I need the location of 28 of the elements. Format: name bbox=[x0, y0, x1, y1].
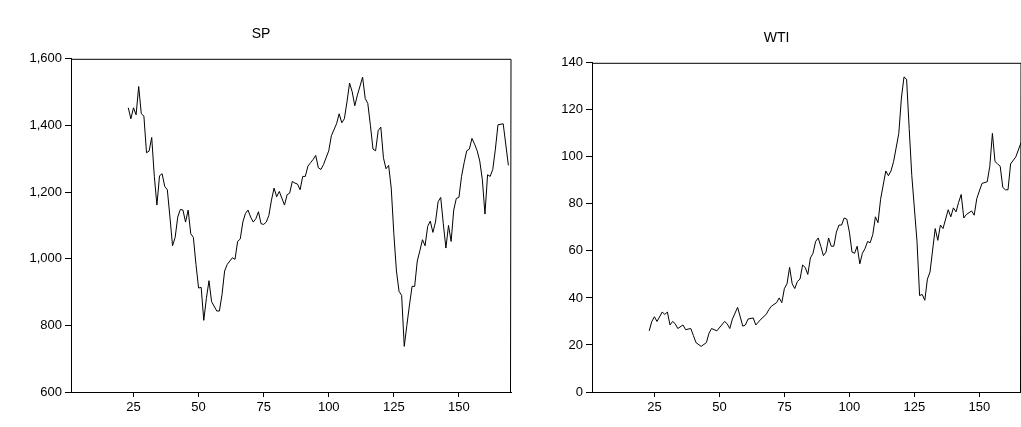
y-tick-label: 1,200 bbox=[29, 183, 62, 199]
y-tick-label: 0 bbox=[575, 383, 583, 399]
y-tick-label: 40 bbox=[568, 289, 583, 305]
y-tick-label: 600 bbox=[40, 383, 62, 399]
y-tick-label: 1,000 bbox=[29, 250, 62, 266]
x-tick-label: 50 bbox=[712, 399, 727, 415]
y-tick-label: 20 bbox=[568, 336, 583, 352]
y-tick-label: 140 bbox=[561, 54, 583, 70]
x-tick-label: 25 bbox=[647, 399, 662, 415]
y-tick-label: 800 bbox=[40, 316, 62, 332]
y-tick-label: 60 bbox=[568, 242, 583, 258]
chart-title: WTI bbox=[763, 29, 790, 46]
y-tick-label: 100 bbox=[561, 148, 583, 164]
x-tick-label: 75 bbox=[777, 399, 792, 415]
x-tick-label: 25 bbox=[126, 399, 141, 415]
x-tick-label: 100 bbox=[838, 399, 861, 415]
x-tick-label: 125 bbox=[382, 399, 405, 415]
chart-title: SP bbox=[251, 25, 271, 42]
y-tick-label: 120 bbox=[561, 101, 583, 117]
x-tick-label: 125 bbox=[903, 399, 926, 415]
x-tick-label: 150 bbox=[448, 399, 470, 415]
x-tick-label: 100 bbox=[317, 399, 340, 415]
x-tick-label: 50 bbox=[191, 399, 206, 415]
y-tick-label: 1,400 bbox=[29, 117, 62, 133]
x-tick-label: 150 bbox=[968, 399, 991, 415]
x-tick-label: 75 bbox=[256, 399, 271, 415]
y-tick-label: 1,600 bbox=[29, 50, 62, 66]
y-tick-label: 80 bbox=[568, 195, 583, 211]
